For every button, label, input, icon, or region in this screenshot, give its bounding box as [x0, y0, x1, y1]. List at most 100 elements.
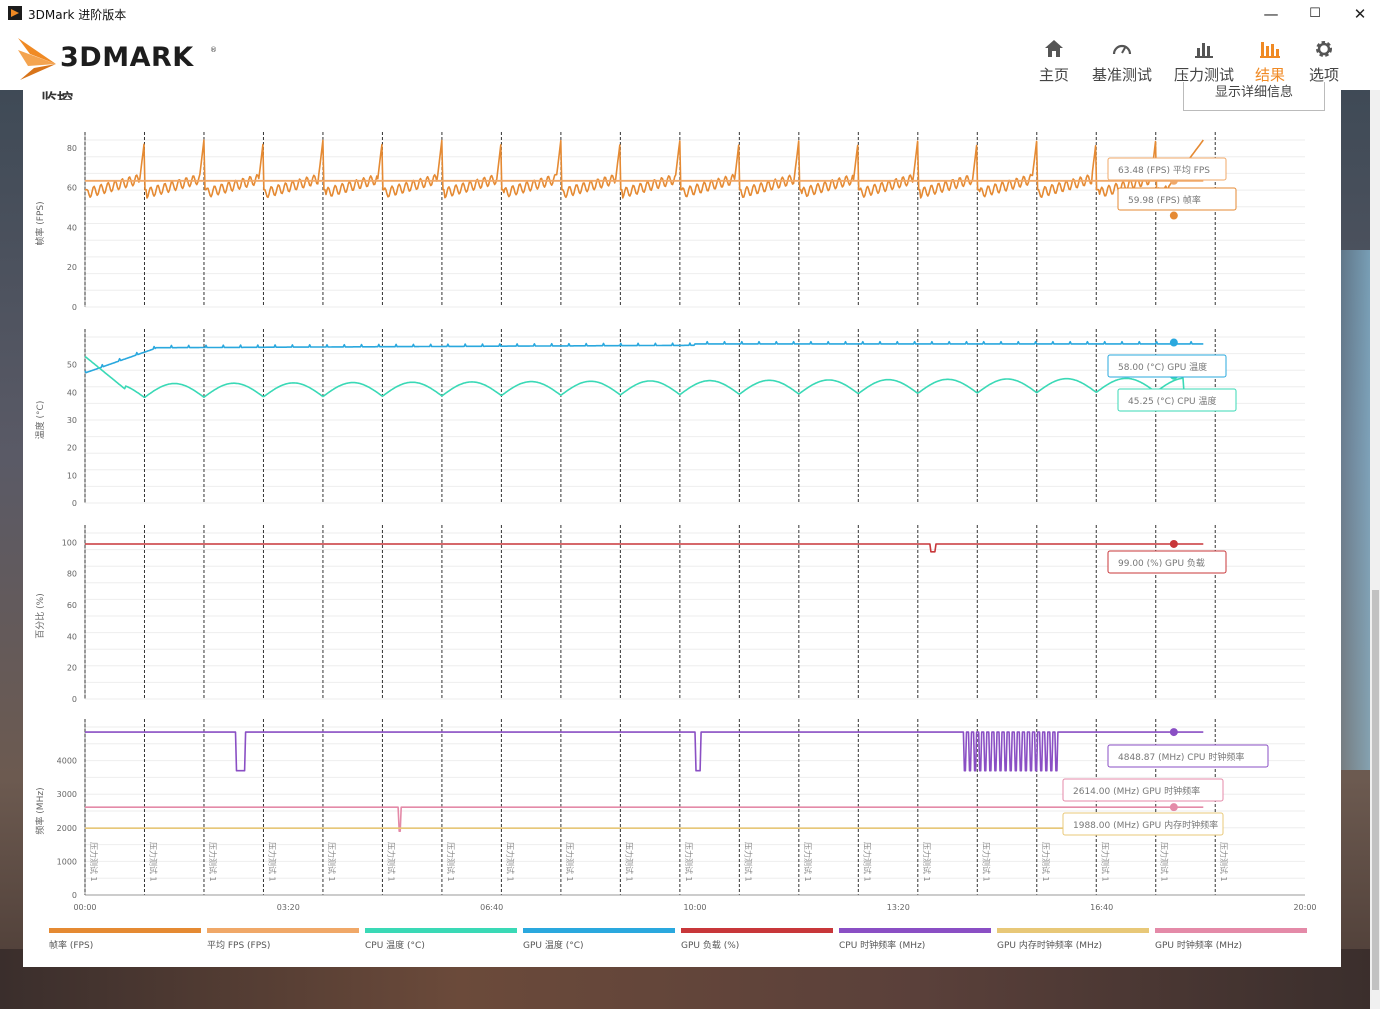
legend-label: CPU 温度 (°C)	[365, 941, 425, 951]
maximize-button[interactable]: ☐	[1309, 6, 1321, 21]
event-marker-label: 压力测试 1	[327, 842, 337, 882]
x-tick-label: 16:40	[1090, 903, 1113, 912]
legend-item[interactable]: GPU 负载 (%)	[681, 928, 833, 958]
legend-swatch	[839, 928, 991, 933]
scrollbar-thumb[interactable]	[1372, 590, 1379, 990]
value-callout-text: 2614.00 (MHz) GPU 时钟频率	[1073, 785, 1200, 797]
y-tick-label: 20	[67, 263, 77, 272]
event-marker-label: 压力测试 1	[624, 842, 634, 882]
legend-label: 帧率 (FPS)	[49, 941, 94, 951]
event-marker-label: 压力测试 1	[922, 842, 932, 882]
gauge-icon	[1112, 44, 1132, 55]
nav-benchmarks-label: 基准测试	[1091, 66, 1152, 84]
section-title: 监控	[41, 90, 74, 100]
app-header: 3DMARK ® 主页 基准测试 压力测试 结果 选项	[0, 28, 1380, 90]
value-callout-text: 99.00 (%) GPU 负载	[1118, 557, 1205, 569]
window-titlebar: 3DMark 进阶版本 — ☐ ✕	[0, 0, 1380, 28]
legend-label: CPU 时钟频率 (MHz)	[839, 941, 926, 951]
series-end-marker	[1169, 211, 1178, 220]
y-tick-label: 40	[67, 632, 77, 641]
value-callout-box	[1107, 157, 1227, 181]
nav-benchmarks[interactable]: 基准测试	[1090, 38, 1154, 85]
y-tick-label: 60	[67, 601, 77, 610]
value-callout-text: 63.48 (FPS) 平均 FPS	[1118, 164, 1210, 176]
nav-home[interactable]: 主页	[1036, 38, 1072, 85]
legend-label: GPU 内存时钟频率 (MHz)	[997, 941, 1102, 951]
legend-label: GPU 负载 (%)	[681, 941, 740, 951]
series-line	[85, 806, 1204, 832]
legend-item[interactable]: 帧率 (FPS)	[49, 928, 201, 958]
series-end-marker	[1169, 803, 1178, 812]
x-tick-label: 13:20	[887, 903, 910, 912]
results-bars-icon	[1260, 42, 1280, 58]
event-marker-label: 压力测试 1	[89, 842, 99, 882]
logo-registered-mark: ®	[210, 46, 217, 54]
y-tick-label: 30	[67, 416, 77, 425]
event-marker-label: 压力测试 1	[743, 842, 753, 882]
event-marker-label: 压力测试 1	[862, 842, 872, 882]
series-end-marker	[1169, 539, 1178, 548]
window-title: 3DMark 进阶版本	[28, 8, 127, 22]
y-tick-label: 80	[67, 144, 77, 153]
y-tick-label: 40	[67, 223, 77, 232]
legend-item[interactable]: 平均 FPS (FPS)	[207, 928, 359, 958]
value-callout-box	[1107, 550, 1227, 574]
series-line	[85, 543, 1204, 553]
x-tick-label: 20:00	[1293, 903, 1316, 912]
series-line	[84, 355, 1204, 398]
event-marker-label: 压力测试 1	[565, 842, 575, 882]
legend-item[interactable]: GPU 内存时钟频率 (MHz)	[997, 928, 1149, 958]
event-marker-label: 压力测试 1	[386, 842, 396, 882]
y-tick-label: 2000	[57, 824, 77, 833]
value-callout-box	[1107, 354, 1227, 378]
legend-swatch	[1155, 928, 1307, 933]
x-tick-label: 06:40	[480, 903, 503, 912]
legend-item[interactable]: CPU 时钟频率 (MHz)	[839, 928, 991, 958]
nav-stress-tests[interactable]: 压力测试	[1172, 38, 1236, 85]
value-callout-box	[1107, 744, 1269, 768]
value-callout-text: 4848.87 (MHz) CPU 时钟频率	[1118, 751, 1244, 763]
legend-label: GPU 温度 (°C)	[523, 941, 584, 951]
event-marker-label: 压力测试 1	[148, 842, 158, 882]
close-button[interactable]: ✕	[1353, 5, 1367, 23]
y-tick-label: 4000	[57, 757, 77, 766]
legend-item[interactable]: CPU 温度 (°C)	[365, 928, 517, 958]
x-tick-label: 00:00	[73, 903, 96, 912]
y-tick-label: 40	[67, 388, 77, 397]
y-tick-label: 80	[67, 570, 77, 579]
show-details-button[interactable]: 显示详细信息	[1183, 82, 1325, 111]
y-axis-label: 帧率 (FPS)	[34, 201, 46, 245]
monitoring-chart: 0 20 40 60 80 帧率 (FPS) 63.48 (FPS) 平均 FPS 59.98…	[34, 132, 1317, 912]
nav-stress-tests-label: 压力测试	[1173, 66, 1234, 84]
y-tick-label: 0	[72, 499, 77, 508]
y-tick-label: 50	[67, 361, 77, 370]
legend-swatch	[681, 928, 833, 933]
legend-swatch	[523, 928, 675, 933]
nav-options[interactable]: 选项	[1306, 38, 1342, 85]
y-tick-label: 0	[72, 303, 77, 312]
y-tick-label: 1000	[57, 857, 77, 866]
event-marker-label: 压力测试 1	[446, 842, 456, 882]
y-axis-label: 温度 (°C)	[34, 401, 46, 440]
home-icon	[1045, 40, 1063, 57]
event-marker-label: 压力测试 1	[1041, 842, 1051, 882]
y-tick-label: 20	[67, 664, 77, 673]
event-marker-label: 压力测试 1	[1160, 842, 1170, 882]
legend-item[interactable]: GPU 时钟频率 (MHz)	[1155, 928, 1307, 958]
legend-swatch	[997, 928, 1149, 933]
app-icon	[8, 6, 22, 20]
legend-swatch	[49, 928, 201, 933]
y-tick-label: 20	[67, 444, 77, 453]
series-line	[85, 731, 1204, 772]
x-tick-label: 10:00	[683, 903, 706, 912]
nav-results[interactable]: 结果	[1252, 38, 1288, 85]
y-tick-label: 100	[62, 538, 77, 547]
event-marker-label: 压力测试 1	[1100, 842, 1110, 882]
minimize-button[interactable]: —	[1263, 5, 1279, 23]
nav-home-label: 主页	[1038, 66, 1069, 84]
legend-swatch	[365, 928, 517, 933]
vertical-scrollbar[interactable]	[1370, 90, 1380, 1009]
legend-item[interactable]: GPU 温度 (°C)	[523, 928, 675, 958]
event-marker-label: 压力测试 1	[505, 842, 515, 882]
gear-icon	[1316, 41, 1332, 57]
